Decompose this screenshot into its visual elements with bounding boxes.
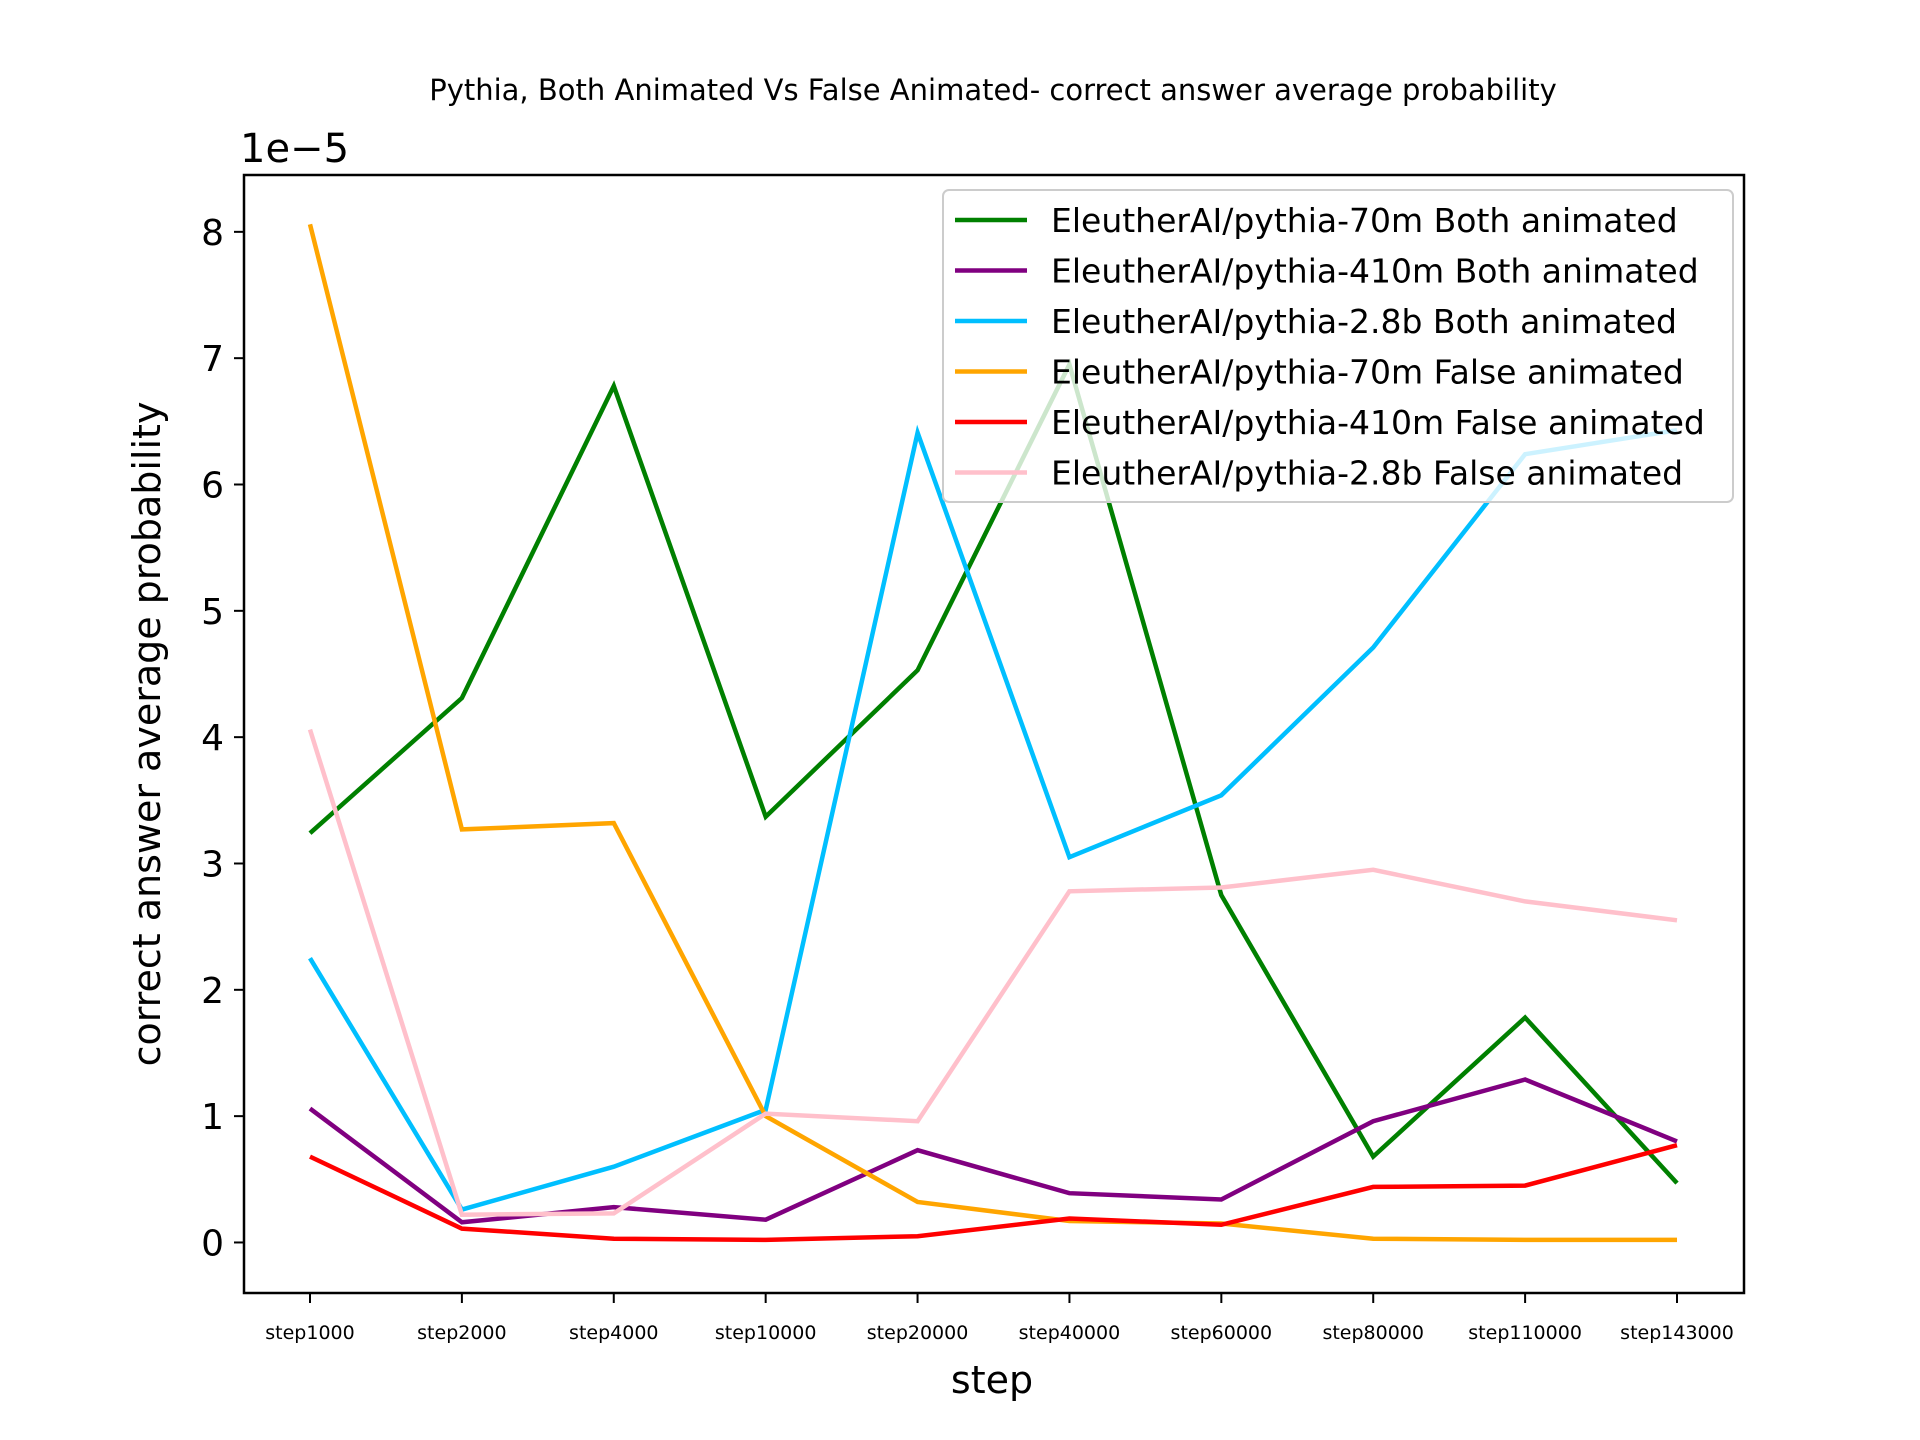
x-axis: step1000 step2000 step4000 step10000 step200…	[265, 1293, 1734, 1344]
y-tick-label: 3	[201, 844, 224, 885]
legend-label: EleutherAI/pythia-410m Both animated	[1051, 252, 1699, 291]
y-tick-label: 0	[201, 1223, 224, 1264]
legend-label: EleutherAI/pythia-2.8b Both animated	[1051, 302, 1677, 341]
legend: EleutherAI/pythia-70m Both animated Eleut…	[942, 189, 1734, 503]
legend-label: EleutherAI/pythia-2.8b False animated	[1051, 454, 1683, 493]
y-tick-label: 2	[201, 971, 224, 1012]
x-tick-label: step80000	[1322, 1322, 1424, 1344]
series-line-3	[307, 223, 1677, 1243]
x-tick-label: step20000	[867, 1322, 969, 1344]
y-tick-label: 1	[201, 1097, 224, 1138]
legend-label: EleutherAI/pythia-70m Both animated	[1051, 201, 1678, 240]
series-line-4	[309, 1143, 1678, 1243]
y-tick-label: 8	[201, 213, 224, 254]
x-tick-label: step4000	[569, 1322, 658, 1344]
y-tick-label: 6	[201, 466, 224, 507]
legend-label: EleutherAI/pythia-70m False animated	[1051, 353, 1684, 392]
legend-box	[942, 189, 1734, 503]
chart-title: Pythia, Both Animated Vs False Animated-…	[429, 73, 1557, 107]
series-line-5	[307, 728, 1678, 1217]
x-tick-label: step2000	[417, 1322, 506, 1344]
y-tick-label: 5	[201, 592, 224, 633]
y-tick-label: 4	[201, 718, 224, 759]
x-axis-label: step	[951, 1358, 1033, 1402]
x-tick-label: step10000	[715, 1322, 817, 1344]
x-tick-label: step1000	[265, 1322, 354, 1344]
plot-area	[307, 223, 1679, 1243]
series-line-0	[308, 358, 1679, 1185]
series-line-1	[308, 1077, 1678, 1225]
x-tick-label: step40000	[1019, 1322, 1121, 1344]
x-tick-label: step60000	[1171, 1322, 1273, 1344]
plot-frame	[242, 173, 1746, 1295]
legend-label: EleutherAI/pythia-410m False animated	[1051, 403, 1705, 442]
y-offset-label: 1e−5	[240, 126, 349, 172]
y-tick-label: 7	[201, 339, 224, 380]
y-axis-label: correct answer average probability	[125, 402, 169, 1067]
x-tick-label: step110000	[1468, 1322, 1582, 1344]
y-axis: 0 1 2 3 4 5 6 7 8	[201, 213, 244, 1264]
x-tick-label: step143000	[1620, 1322, 1734, 1344]
series-line-2	[308, 424, 1678, 1213]
